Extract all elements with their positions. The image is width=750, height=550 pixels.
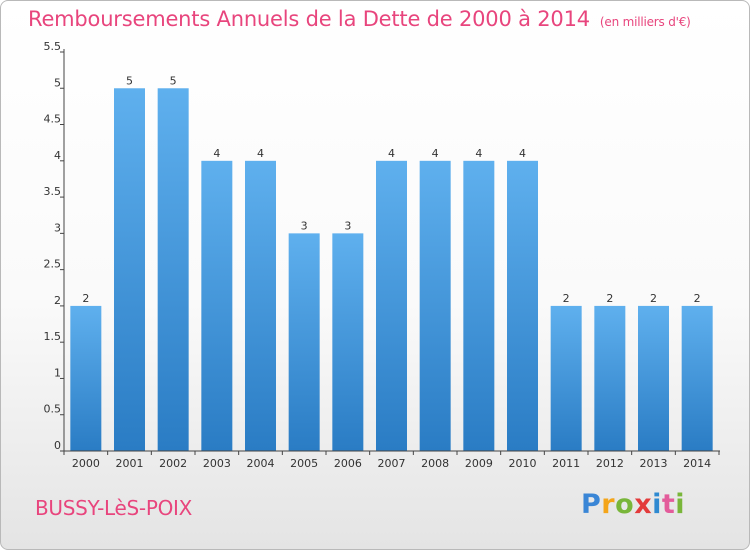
x-tick-label-2006: 2006 bbox=[334, 457, 362, 470]
x-tick-label-2003: 2003 bbox=[203, 457, 231, 470]
x-tick-label-2009: 2009 bbox=[465, 457, 493, 470]
bar-2000 bbox=[70, 305, 102, 451]
chart-title: Remboursements Annuels de la Dette de 20… bbox=[28, 7, 691, 31]
x-tick-label-2008: 2008 bbox=[421, 457, 449, 470]
bar-2009 bbox=[463, 160, 495, 451]
x-tick-label-2002: 2002 bbox=[159, 457, 187, 470]
data-label-2009: 4 bbox=[475, 147, 482, 160]
data-label-2012: 2 bbox=[606, 292, 613, 305]
bar-2011 bbox=[550, 305, 582, 451]
bar-2013 bbox=[638, 305, 669, 451]
bar-2010 bbox=[507, 160, 538, 451]
bar-2012 bbox=[594, 305, 626, 451]
y-tick-label-4: 4 bbox=[54, 149, 61, 162]
data-label-2010: 4 bbox=[519, 147, 526, 160]
data-label-2004: 4 bbox=[257, 147, 264, 160]
data-label-2007: 4 bbox=[388, 147, 395, 160]
y-tick-label-1: 1 bbox=[54, 366, 61, 379]
y-tick-label-1.5: 1.5 bbox=[44, 330, 62, 343]
y-tick-label-0.5: 0.5 bbox=[44, 403, 62, 416]
data-label-2011: 2 bbox=[563, 292, 570, 305]
bar-2002 bbox=[157, 88, 189, 451]
bar-2001 bbox=[114, 88, 145, 451]
y-tick-label-2: 2 bbox=[54, 294, 61, 307]
y-tick-label-3.5: 3.5 bbox=[44, 185, 62, 198]
x-tick-label-2000: 2000 bbox=[72, 457, 100, 470]
bar-2006 bbox=[332, 233, 364, 451]
x-tick-label-2013: 2013 bbox=[640, 457, 668, 470]
y-tick-label-5: 5 bbox=[54, 76, 61, 89]
bar-2004 bbox=[245, 160, 276, 451]
x-tick-label-2014: 2014 bbox=[683, 457, 711, 470]
x-tick-label-2005: 2005 bbox=[290, 457, 318, 470]
y-tick-label-5.5: 5.5 bbox=[44, 40, 62, 53]
x-tick-label-2007: 2007 bbox=[378, 457, 406, 470]
proxiti-logo[interactable]: Proxiti bbox=[581, 489, 686, 520]
place-name: BUSSY-LèS-POIX bbox=[35, 496, 193, 520]
x-tick-label-2001: 2001 bbox=[116, 457, 144, 470]
y-tick-label-3: 3 bbox=[54, 221, 61, 234]
data-label-2000: 2 bbox=[82, 292, 89, 305]
title-text: Remboursements Annuels de la Dette de 20… bbox=[28, 7, 590, 31]
data-label-2001: 5 bbox=[126, 74, 133, 87]
bar-2014 bbox=[681, 305, 713, 451]
data-label-2013: 2 bbox=[650, 292, 657, 305]
unit-text: (en milliers d'€) bbox=[599, 15, 691, 29]
data-label-2008: 4 bbox=[432, 147, 439, 160]
x-tick-label-2010: 2010 bbox=[509, 457, 537, 470]
data-label-2014: 2 bbox=[694, 292, 701, 305]
x-tick-label-2011: 2011 bbox=[552, 457, 580, 470]
x-tick-label-2012: 2012 bbox=[596, 457, 624, 470]
y-tick-label-2.5: 2.5 bbox=[44, 258, 62, 271]
y-tick-label-0: 0 bbox=[54, 439, 61, 452]
bar-2003 bbox=[201, 160, 233, 451]
x-tick-label-2004: 2004 bbox=[247, 457, 275, 470]
bar-2008 bbox=[419, 160, 451, 451]
bar-2005 bbox=[288, 233, 320, 451]
y-tick-label-4.5: 4.5 bbox=[44, 113, 62, 126]
data-label-2005: 3 bbox=[301, 219, 308, 232]
data-label-2003: 4 bbox=[213, 147, 220, 160]
data-label-2002: 5 bbox=[170, 74, 177, 87]
bar-2007 bbox=[376, 160, 407, 451]
data-label-2006: 3 bbox=[344, 219, 351, 232]
